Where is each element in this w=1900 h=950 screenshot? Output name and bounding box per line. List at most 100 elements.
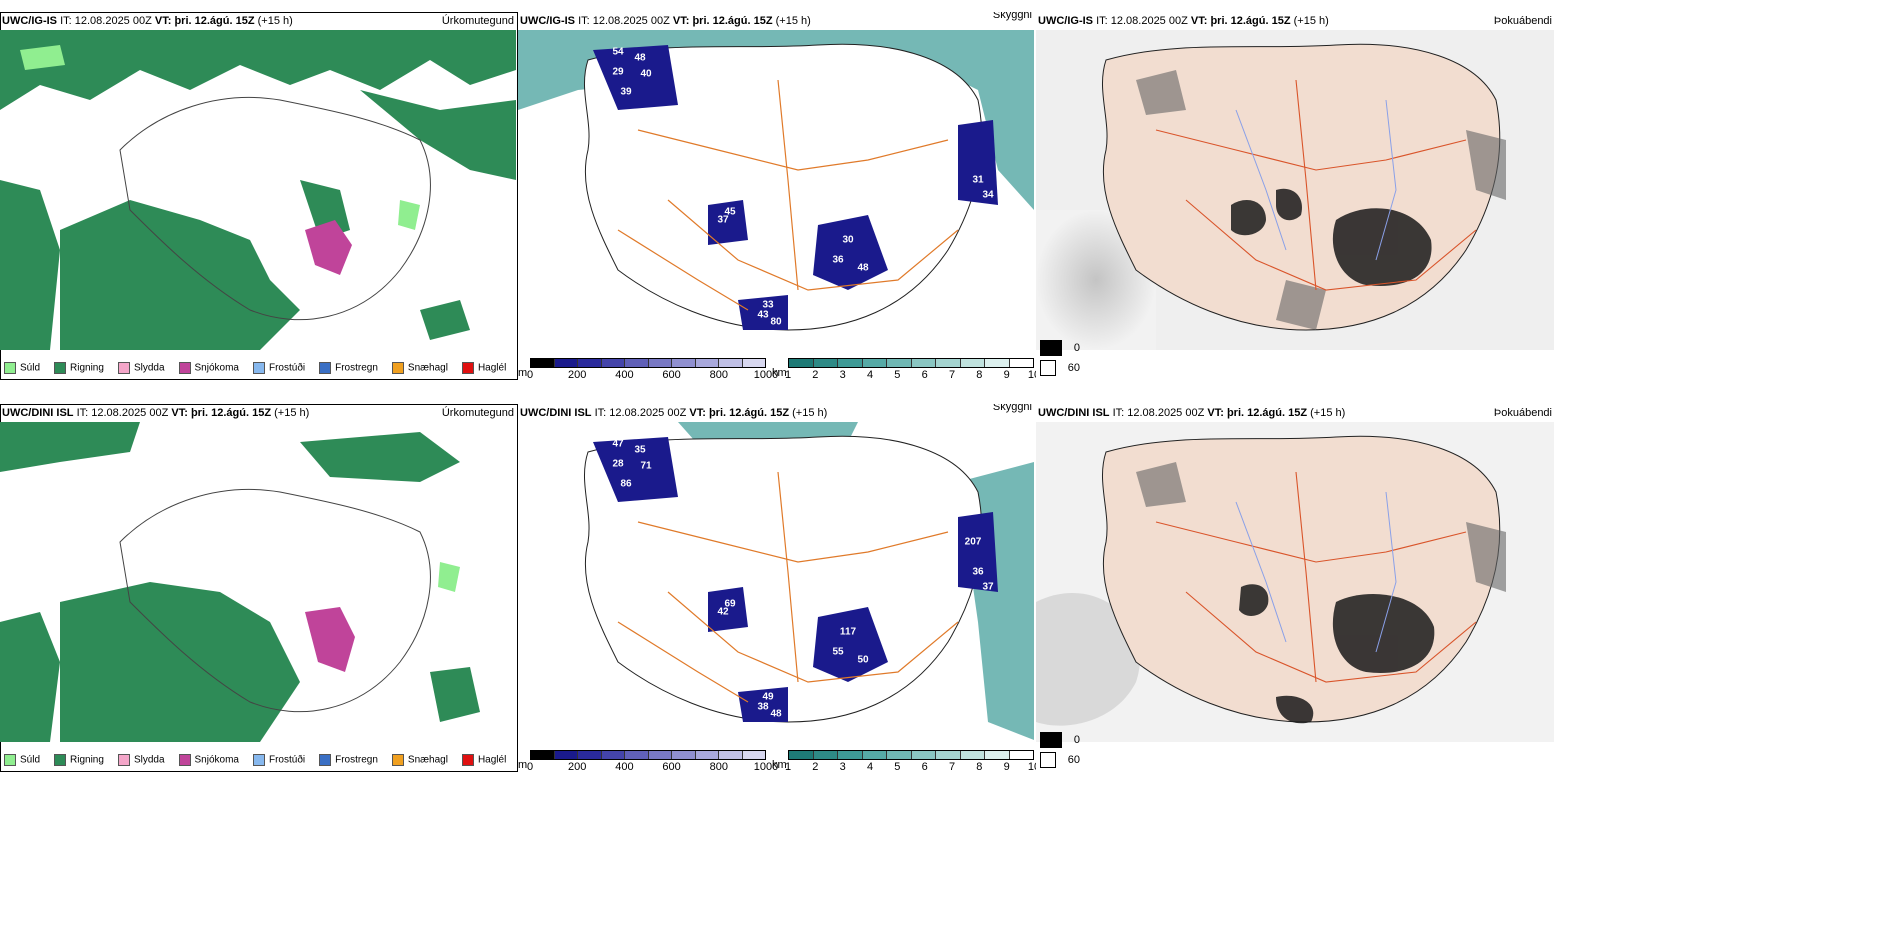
tick-label: 600 bbox=[662, 369, 681, 380]
visibility-bar bbox=[788, 750, 1034, 760]
snow-depth-label: 31 bbox=[652, 676, 664, 688]
legend-item: Frostregn bbox=[319, 754, 378, 766]
legend-item: Frostúði bbox=[252, 362, 305, 374]
legend-item: 0 bbox=[1040, 338, 1080, 358]
cloud-base-panel-top: UWC/IG-IS IT: 12.08.2025 00Z VT: þri. 12… bbox=[518, 12, 1036, 380]
legend-item: Haglél bbox=[461, 362, 506, 374]
snow-depth-label: 48 bbox=[857, 262, 869, 274]
snow-depth-label: 36 bbox=[832, 254, 844, 266]
it-label: IT: bbox=[578, 15, 590, 27]
lead-time: (+15 h) bbox=[1293, 15, 1329, 27]
elevation-unit: m bbox=[518, 759, 528, 771]
it-value: 12.08.2025 00Z bbox=[1127, 407, 1205, 419]
it-value: 12.08.2025 00Z bbox=[609, 407, 687, 419]
panel-title: Úrkomutegund bbox=[441, 15, 514, 27]
legend-item: Frostregn bbox=[319, 362, 378, 374]
it-value: 12.08.2025 00Z bbox=[1110, 15, 1188, 27]
tick-label: 9 bbox=[1003, 369, 1010, 380]
legend-item: Frostúði bbox=[252, 754, 305, 766]
panel-header: UWC/IG-IS IT: 12.08.2025 00Z VT: þri. 12… bbox=[1036, 12, 1556, 30]
tick-label: 2 bbox=[812, 761, 819, 772]
fog-panel-top: UWC/IG-IS IT: 12.08.2025 00Z VT: þri. 12… bbox=[1036, 12, 1556, 380]
fog-panel-bottom: UWC/DINI ISL IT: 12.08.2025 00Z VT: þri.… bbox=[1036, 404, 1556, 772]
vt-label: VT: bbox=[1190, 15, 1208, 27]
snow-depth-label: 48 bbox=[770, 708, 782, 720]
snow-depth-label: 31 bbox=[972, 174, 984, 186]
panel-header: UWC/DINI ISL IT: 12.08.2025 00Z VT: þri.… bbox=[518, 404, 1036, 422]
tick-label: 6 bbox=[921, 761, 928, 772]
it-label: IT: bbox=[1096, 15, 1108, 27]
tick-label: 400 bbox=[615, 761, 634, 772]
elevation-colorbar: 0 200 400 600 800 1000 m bbox=[518, 750, 778, 772]
elevation-ticks: 0 200 400 600 800 1000 bbox=[527, 368, 778, 380]
tick-label: 0 bbox=[526, 761, 534, 772]
precip-map bbox=[0, 422, 516, 742]
fog-legend: 0 60 bbox=[1040, 730, 1080, 770]
it-label: IT: bbox=[76, 407, 89, 419]
lead-time: (+15 h) bbox=[775, 15, 811, 27]
tick-label: 5 bbox=[894, 369, 901, 380]
elevation-ticks: 0 200 400 600 800 1000 bbox=[526, 760, 778, 772]
legend-item: Slydda bbox=[117, 362, 165, 374]
tick-label: 4 bbox=[866, 761, 874, 772]
legend-item: Súld bbox=[4, 362, 40, 374]
snow-depth-label: 30 bbox=[842, 234, 854, 246]
lead-time: (+15 h) bbox=[792, 407, 828, 419]
snow-depth-label: 36 bbox=[972, 566, 984, 578]
visibility-ticks: 1 2 3 4 5 6 7 8 9 10 bbox=[785, 760, 1036, 772]
vt-label: VT: bbox=[689, 407, 706, 419]
precip-legend: Súld Rigning Slydda Snjókoma Frostúði Fr… bbox=[4, 362, 506, 374]
panel-title: Þokuábendi bbox=[1493, 407, 1552, 419]
legend-item: Súld bbox=[4, 754, 40, 766]
it-label: IT: bbox=[594, 407, 607, 419]
model-name: UWC/DINI ISL bbox=[1038, 407, 1110, 419]
snow-depth-label: 69 bbox=[724, 598, 736, 610]
precip-type-panel-top: UWC/IG-IS IT: 12.08.2025 00Z VT: þri. 12… bbox=[0, 12, 518, 380]
snow-depth-label: 43 bbox=[757, 309, 769, 321]
visibility-unit: km bbox=[772, 367, 787, 379]
tick-label: 6 bbox=[921, 369, 928, 380]
precip-map bbox=[0, 30, 516, 350]
tick-label: 4 bbox=[866, 369, 874, 380]
precip-legend: Súld Rigning Slydda Snjókoma Frostúði Fr… bbox=[4, 754, 506, 766]
snow-depth-label: 207 bbox=[964, 536, 982, 548]
snow-depth-label: 86 bbox=[620, 478, 632, 490]
model-name: UWC/IG-IS bbox=[2, 15, 57, 27]
tick-label: 10 bbox=[1027, 761, 1036, 772]
snow-depth-label: 33 bbox=[762, 299, 774, 311]
snow-depth-label: 35 bbox=[634, 444, 646, 456]
legend-item: Snæhagl bbox=[391, 362, 448, 374]
panel-title: Úrkomutegund bbox=[441, 407, 514, 419]
snow-depth-label: 37 bbox=[982, 581, 994, 593]
model-name: UWC/DINI ISL bbox=[2, 407, 74, 419]
panel-header: UWC/IG-IS IT: 12.08.2025 00Z VT: þri. 12… bbox=[518, 12, 1036, 30]
tick-label: 1000 bbox=[753, 761, 779, 772]
visibility-unit: km bbox=[772, 759, 787, 771]
snow-depth-label: 71 bbox=[640, 460, 652, 472]
lead-time: (+15 h) bbox=[1310, 407, 1346, 419]
vt-value: þri. 12.ágú. 15Z bbox=[692, 15, 773, 27]
snow-depth-label: 117 bbox=[839, 626, 857, 638]
vt-label: VT: bbox=[672, 15, 690, 27]
vt-label: VT: bbox=[171, 407, 188, 419]
snow-depth-labels: 54 48 29 40 39 37 45 30 36 48 31 34 43 80 33 79 bbox=[518, 30, 1034, 348]
fog-map bbox=[1036, 422, 1554, 742]
visibility-ticks: 1 2 3 4 5 6 7 8 9 10 bbox=[785, 368, 1036, 380]
it-value: 12.08.2025 00Z bbox=[91, 407, 169, 419]
it-label: IT: bbox=[1112, 407, 1125, 419]
elevation-bar bbox=[530, 358, 766, 368]
tick-label: 10 bbox=[1027, 369, 1036, 380]
elevation-bar bbox=[530, 750, 766, 760]
vt-value: þri. 12.ágú. 15Z bbox=[1210, 15, 1291, 27]
precip-type-panel-bottom: UWC/DINI ISL IT: 12.08.2025 00Z VT: þri.… bbox=[0, 404, 518, 772]
legend-item: Snæhagl bbox=[391, 754, 448, 766]
it-value: 12.08.2025 00Z bbox=[74, 15, 152, 27]
tick-label: 8 bbox=[976, 369, 983, 380]
vt-value: þri. 12.ágú. 15Z bbox=[174, 15, 255, 27]
panel-header: UWC/DINI ISL IT: 12.08.2025 00Z VT: þri.… bbox=[1036, 404, 1556, 422]
legend-item: 60 bbox=[1040, 750, 1080, 770]
lead-time: (+15 h) bbox=[274, 407, 310, 419]
legend-item: 0 bbox=[1040, 730, 1080, 750]
snow-depth-label: 55 bbox=[832, 646, 844, 658]
tick-label: 800 bbox=[709, 761, 728, 772]
